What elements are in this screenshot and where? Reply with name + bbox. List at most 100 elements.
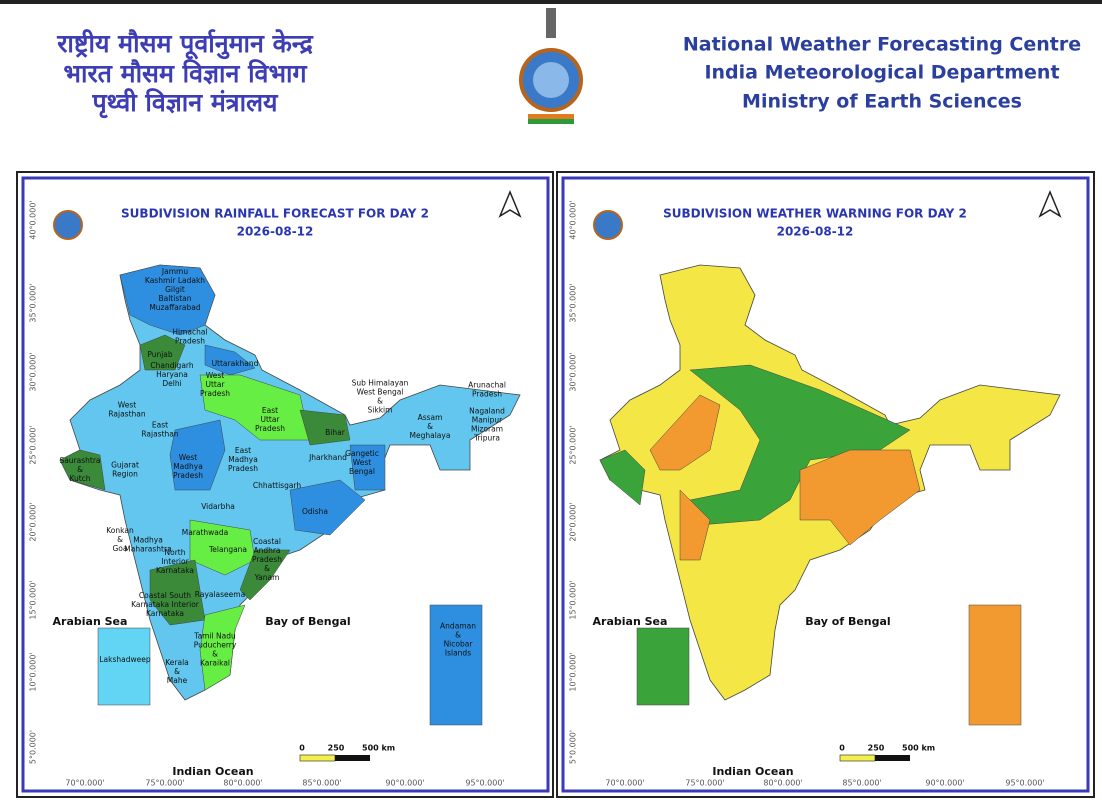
region-label-line: &: [77, 465, 83, 474]
longitude-label: 70°0.000': [65, 779, 104, 788]
region-label-line: Pradesh: [175, 337, 205, 346]
region-label: Uttarakhand: [212, 359, 259, 368]
region-label-line: Gangetic: [345, 449, 379, 458]
region-label-line: Bihar: [325, 428, 346, 437]
region-label-line: Chandigarh: [150, 361, 193, 370]
english-heading: Ministry of Earth Sciences: [742, 91, 1022, 113]
region-label-line: Muzaffarabad: [149, 303, 201, 312]
region-label: Coastal Andhra Pradesh & Yanam: [252, 537, 282, 582]
region-label-line: Manipur: [472, 416, 503, 425]
region-label-line: Vidarbha: [201, 502, 235, 511]
region-label-line: Rajasthan: [141, 430, 179, 439]
latitude-label: 5°0.000': [569, 730, 578, 764]
region-label: Marathwada: [182, 528, 229, 537]
region-label-line: Rajasthan: [108, 410, 146, 419]
region-label-line: Chhattisgarh: [253, 481, 302, 490]
region-label-line: Marathwada: [182, 528, 229, 537]
region-label: West Rajasthan: [108, 401, 146, 419]
latitude-label: 40°0.000': [569, 200, 578, 239]
panel-frame: [16, 171, 554, 798]
region-label-line: Pradesh: [173, 471, 203, 480]
region-label-line: Pradesh: [472, 390, 502, 399]
map-date: 2026-08-12: [237, 225, 314, 239]
region-label-line: Uttarakhand: [212, 359, 259, 368]
longitude-label: 80°0.000': [763, 779, 802, 788]
region-label-line: &: [455, 631, 461, 640]
longitude-label: 85°0.000': [842, 779, 881, 788]
map-frame: [561, 176, 1090, 793]
map-frame: [21, 176, 550, 793]
region-label-line: East: [235, 446, 251, 455]
latitude-label: 35°0.000': [569, 283, 578, 322]
region-label-line: Pradesh: [255, 424, 285, 433]
north-arrow: [1038, 190, 1062, 218]
latitude-label: 10°0.000': [569, 652, 578, 691]
region-label-line: &: [427, 422, 433, 431]
region-label: Sub Himalayan West Bengal & Sikkim: [352, 379, 409, 415]
region-label-line: Uttar: [260, 415, 280, 424]
region-label-line: Maharashtra: [124, 545, 171, 554]
region-label: Telangana: [208, 545, 247, 554]
sea-label: Bay of Bengal: [265, 615, 350, 628]
region-label-line: Kerala: [165, 658, 189, 667]
region-label: Nagaland Manipur Mizoram Tripura: [469, 407, 505, 443]
region-label-line: Puducherry: [194, 641, 237, 650]
region-label-line: West: [179, 453, 197, 462]
latitude-label: 25°0.000': [569, 425, 578, 464]
region-label: Konkan & Goa: [106, 526, 134, 553]
region-label: Madhya Maharashtra: [124, 536, 171, 554]
region-label: North Interior Karnataka: [156, 548, 194, 575]
region-label: Kerala & Mahe: [165, 658, 189, 685]
region-label-line: Tamil Nadu: [193, 632, 236, 641]
latitude-label: 20°0.000': [569, 502, 578, 541]
region-label-line: Telangana: [208, 545, 247, 554]
map-panel: SUBDIVISION WEATHER WARNING FOR DAY 2 202…: [569, 190, 1062, 788]
longitude-label: 85°0.000': [302, 779, 341, 788]
region-label: East Rajasthan: [141, 421, 179, 439]
region-label-line: Pradesh: [228, 464, 258, 473]
region-label-line: Gujarat: [111, 461, 139, 470]
longitude-label: 70°0.000': [605, 779, 644, 788]
latitude-label: 5°0.000': [29, 730, 38, 764]
north-arrow: [498, 190, 522, 218]
region-label-line: Jammu: [161, 267, 188, 276]
region-label-line: Pradesh: [200, 389, 230, 398]
region-label-line: Arunachal: [468, 381, 506, 390]
map-title: SUBDIVISION RAINFALL FORECAST FOR DAY 2: [121, 207, 429, 221]
region-label: Lakshadweep: [99, 655, 150, 664]
map-title: SUBDIVISION WEATHER WARNING FOR DAY 2: [663, 207, 967, 221]
longitude-label: 75°0.000': [685, 779, 724, 788]
panel-frame: [556, 171, 1095, 798]
region-label-line: Karnataka Interior: [131, 600, 200, 609]
region-label-line: Coastal South: [139, 591, 191, 600]
hindi-heading: पृथ्वी विज्ञान मंत्रालय: [91, 88, 279, 119]
region-label-line: Region: [112, 470, 138, 479]
sea-label: Indian Ocean: [172, 765, 253, 778]
region-label: Jammu Kashmir Ladakh Gilgit Baltistan Muzaff…: [145, 267, 205, 312]
region-label: Gangetic West Bengal: [345, 449, 379, 476]
top-bar: [0, 0, 1102, 4]
region-label: Chandigarh Haryana Delhi: [150, 361, 193, 388]
region-label-line: East: [262, 406, 278, 415]
region-label-line: Jharkhand: [308, 453, 347, 462]
region-label: West Uttar Pradesh: [200, 371, 230, 398]
scale-label: 500 km: [902, 744, 935, 753]
region-label-line: West: [118, 401, 136, 410]
region-label-line: &: [212, 650, 218, 659]
region-label-line: Delhi: [162, 379, 181, 388]
region-label-line: Karaikal: [200, 659, 230, 668]
scale-label: 500 km: [362, 744, 395, 753]
region-label-line: Baltistan: [158, 294, 191, 303]
region-label-line: Sub Himalayan: [352, 379, 409, 388]
region-label-line: &: [117, 535, 123, 544]
region-label-line: Haryana: [156, 370, 188, 379]
sea-label: Bay of Bengal: [805, 615, 890, 628]
region-label-line: Kutch: [69, 474, 90, 483]
sea-label: Arabian Sea: [53, 615, 128, 628]
longitude-label: 75°0.000': [145, 779, 184, 788]
rainfall-map: [59, 264, 521, 726]
region-label: Gujarat Region: [111, 461, 139, 479]
sea-label: Arabian Sea: [593, 615, 668, 628]
region-label-line: Pradesh: [252, 555, 282, 564]
